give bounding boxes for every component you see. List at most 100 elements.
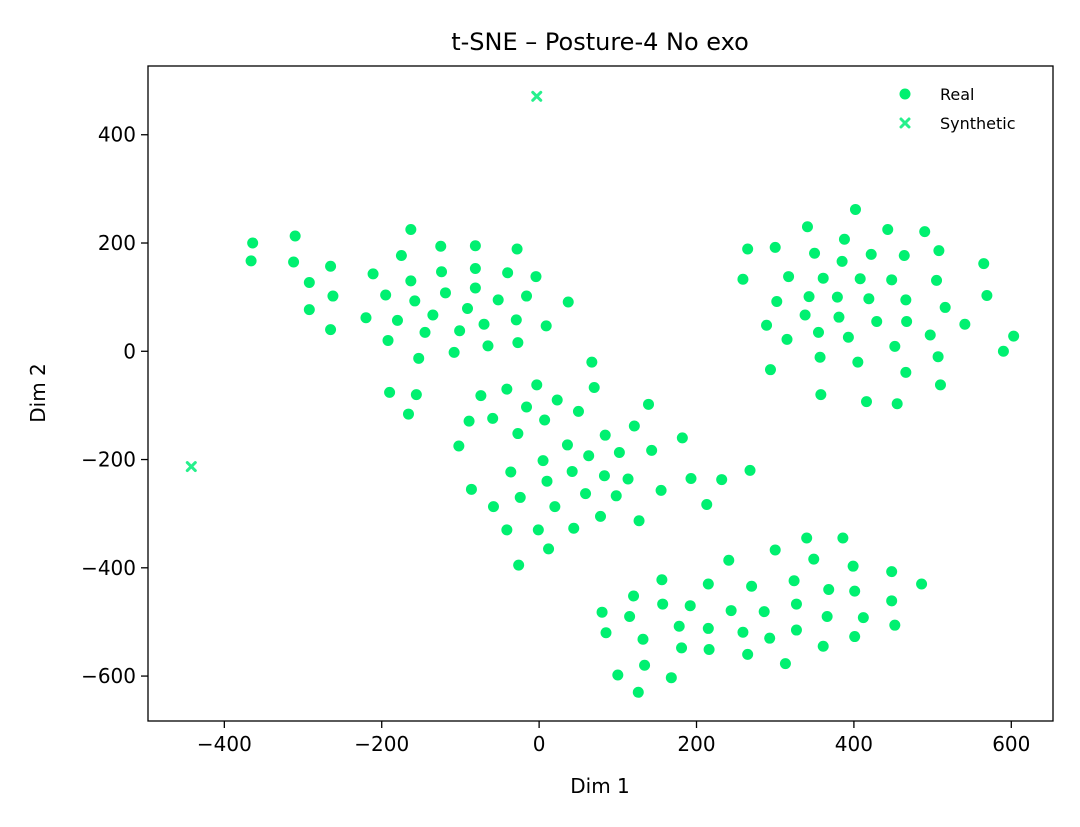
real-point: [463, 415, 475, 427]
real-point: [646, 444, 658, 456]
real-point: [814, 351, 826, 363]
real-point: [247, 237, 259, 249]
real-point: [656, 574, 668, 586]
real-point: [916, 578, 928, 590]
real-point: [303, 277, 315, 289]
chart-title: t-SNE – Posture-4 No exo: [451, 28, 749, 56]
real-point: [599, 429, 611, 441]
real-point: [815, 389, 827, 401]
real-point: [482, 340, 494, 352]
real-point: [808, 553, 820, 565]
real-point: [657, 598, 669, 610]
real-point: [566, 465, 578, 477]
real-point: [596, 606, 608, 618]
x-axis: −400 −200 0 200 400 600: [197, 721, 1030, 756]
y-tick-label: −600: [81, 664, 136, 688]
real-point: [673, 620, 685, 632]
real-point: [510, 314, 522, 326]
real-point: [959, 318, 971, 330]
real-point: [847, 560, 859, 572]
real-point: [934, 379, 946, 391]
real-point: [836, 255, 848, 267]
real-point: [514, 491, 526, 503]
real-point: [405, 223, 417, 235]
synthetic-point: [185, 461, 197, 473]
real-point: [655, 484, 667, 496]
real-point: [737, 273, 749, 285]
real-point: [453, 440, 465, 452]
real-point: [413, 352, 425, 364]
real-point: [384, 386, 396, 398]
x-tick-label: 600: [992, 732, 1030, 756]
real-point: [643, 398, 655, 410]
real-point: [303, 304, 315, 316]
y-tick-label: 400: [98, 123, 136, 147]
real-point: [439, 287, 451, 299]
real-point: [744, 464, 756, 476]
real-point: [842, 331, 854, 343]
real-point: [702, 622, 714, 634]
real-point: [541, 475, 553, 487]
real-point: [598, 470, 610, 482]
real-point: [854, 273, 866, 285]
real-point: [540, 320, 552, 332]
real-point: [933, 245, 945, 257]
real-point: [469, 262, 481, 274]
real-point: [803, 291, 815, 303]
real-point: [931, 274, 943, 286]
real-point: [779, 658, 791, 670]
real-point: [469, 282, 481, 294]
real-point: [405, 275, 417, 287]
y-tick-label: 0: [123, 339, 136, 363]
real-point: [325, 260, 337, 272]
real-point: [882, 223, 894, 235]
real-point: [639, 659, 651, 671]
real-point: [761, 319, 773, 331]
real-point: [551, 394, 563, 406]
real-point: [889, 619, 901, 631]
real-point: [783, 271, 795, 283]
real-point: [886, 566, 898, 578]
real-point: [537, 455, 549, 467]
real-point: [487, 412, 499, 424]
real-point: [723, 554, 735, 566]
real-point: [288, 256, 300, 268]
x-tick-label: 400: [835, 732, 873, 756]
real-point: [758, 606, 770, 618]
real-point: [595, 510, 606, 522]
real-point: [788, 575, 800, 587]
real-point: [924, 329, 936, 341]
real-point: [817, 272, 829, 284]
real-point: [610, 490, 622, 502]
real-point: [586, 356, 598, 368]
real-point: [530, 271, 542, 283]
real-point: [684, 600, 696, 612]
real-point: [501, 383, 513, 395]
real-point: [435, 240, 447, 252]
real-point: [809, 247, 821, 259]
real-point: [886, 274, 898, 286]
real-point: [633, 515, 645, 527]
real-point: [543, 543, 555, 555]
x-tick-label: −400: [197, 732, 252, 756]
real-point: [448, 346, 460, 358]
real-point: [628, 420, 640, 432]
real-point: [665, 672, 677, 684]
real-point: [702, 578, 714, 590]
real-point: [612, 669, 624, 681]
real-point: [801, 532, 813, 544]
real-point: [382, 334, 394, 346]
real-point: [419, 326, 431, 338]
real-point: [898, 249, 910, 261]
real-point: [511, 243, 523, 255]
real-point: [613, 447, 625, 459]
real-point: [521, 401, 533, 413]
legend-synthetic-marker: [899, 117, 911, 129]
real-point: [380, 289, 392, 301]
real-point: [539, 414, 551, 426]
real-point: [837, 532, 849, 544]
real-point: [900, 294, 912, 306]
real-point: [742, 648, 754, 660]
real-point: [889, 340, 901, 352]
real-point: [580, 488, 592, 500]
